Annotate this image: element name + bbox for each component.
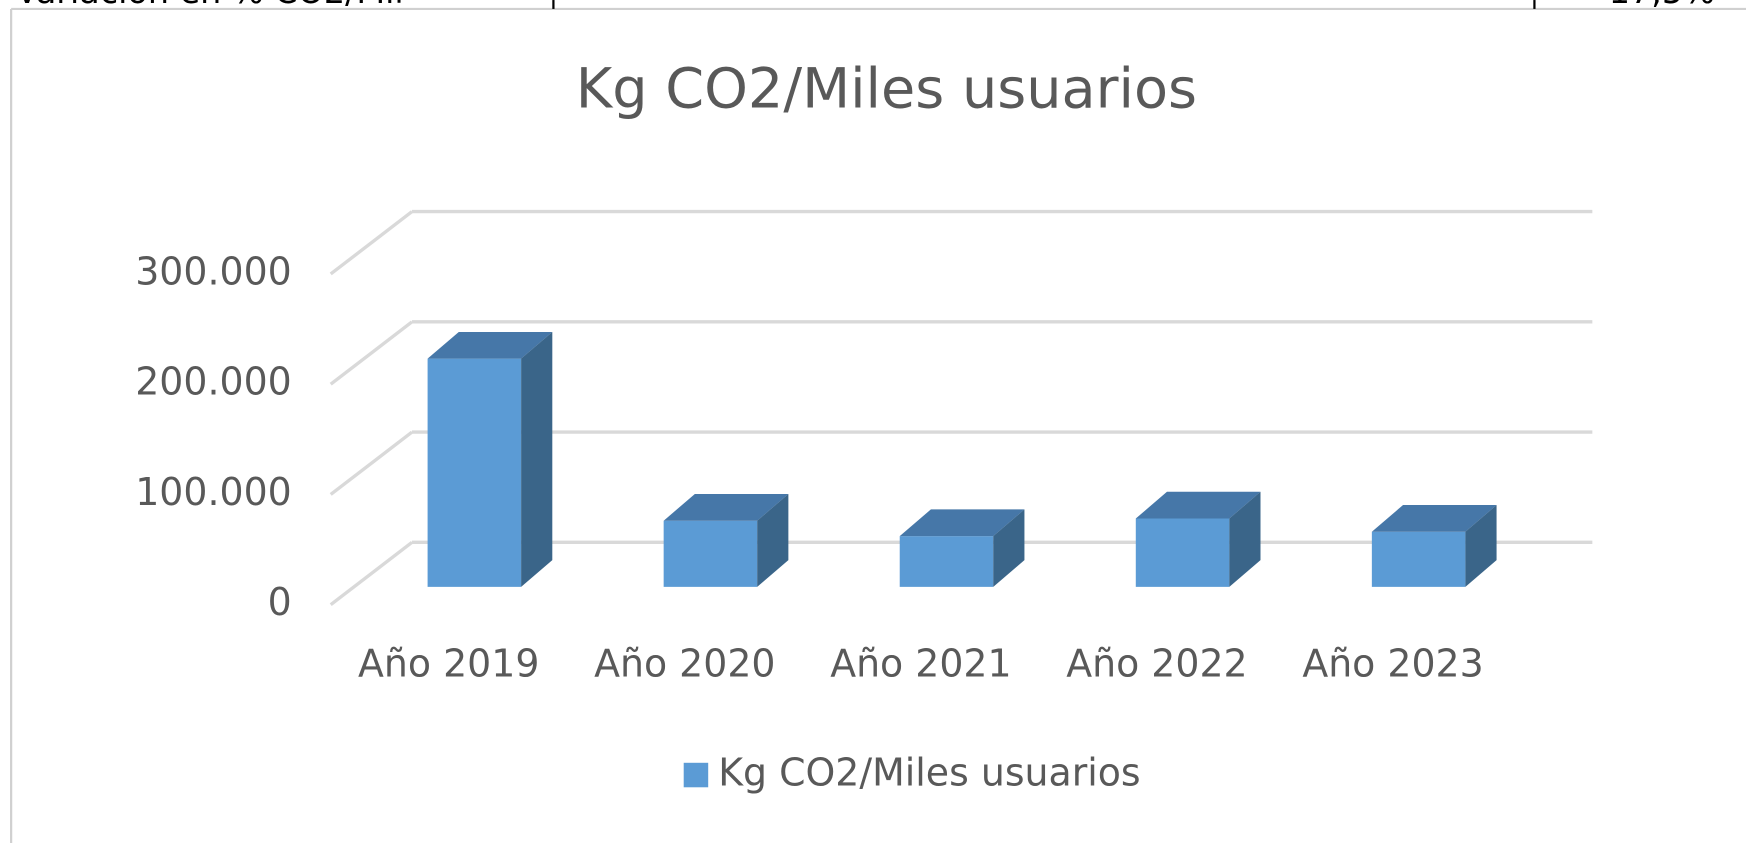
x-tick-label: Año 2022 xyxy=(1066,641,1247,685)
bar-front xyxy=(899,536,994,587)
cut-text: 17,5% xyxy=(1609,0,1715,11)
bar-front xyxy=(427,358,522,587)
grid-line xyxy=(329,540,414,606)
grid-line xyxy=(329,320,414,386)
bar-front xyxy=(1371,531,1466,587)
bar-side xyxy=(757,493,789,587)
bar xyxy=(899,509,1025,587)
y-tick-label: 200.000 xyxy=(135,360,292,404)
x-tick-label: Año 2020 xyxy=(594,641,775,685)
bar-top xyxy=(1371,505,1497,532)
bar xyxy=(427,331,553,587)
bar-side xyxy=(1465,505,1497,587)
bar-front xyxy=(663,520,758,587)
bar xyxy=(1371,505,1497,587)
legend-label: Kg CO2/Miles usuarios xyxy=(718,751,1140,795)
x-tick-label: Año 2021 xyxy=(830,641,1011,685)
bar-side xyxy=(993,509,1025,587)
bar-top xyxy=(663,493,789,521)
chart-title: Kg CO2/Miles usuarios xyxy=(576,57,1197,122)
y-tick-label: 0 xyxy=(268,580,292,624)
bar-top xyxy=(1135,491,1261,519)
bar-side xyxy=(1229,491,1261,587)
grid-line xyxy=(329,210,414,276)
y-tick-label: 300.000 xyxy=(135,249,292,293)
cut-text: Variación en % CO2/Mil xyxy=(16,0,404,11)
bar-top xyxy=(427,331,553,359)
x-tick-label: Año 2023 xyxy=(1302,641,1483,685)
bar-front xyxy=(1135,518,1230,587)
bar-side xyxy=(521,331,553,587)
bar xyxy=(1135,491,1261,587)
x-tick-label: Año 2019 xyxy=(358,641,539,685)
legend-swatch xyxy=(683,762,709,788)
grid-line xyxy=(329,430,414,496)
bar-top xyxy=(899,509,1025,537)
y-tick-label: 100.000 xyxy=(135,470,292,514)
bar xyxy=(663,493,789,587)
